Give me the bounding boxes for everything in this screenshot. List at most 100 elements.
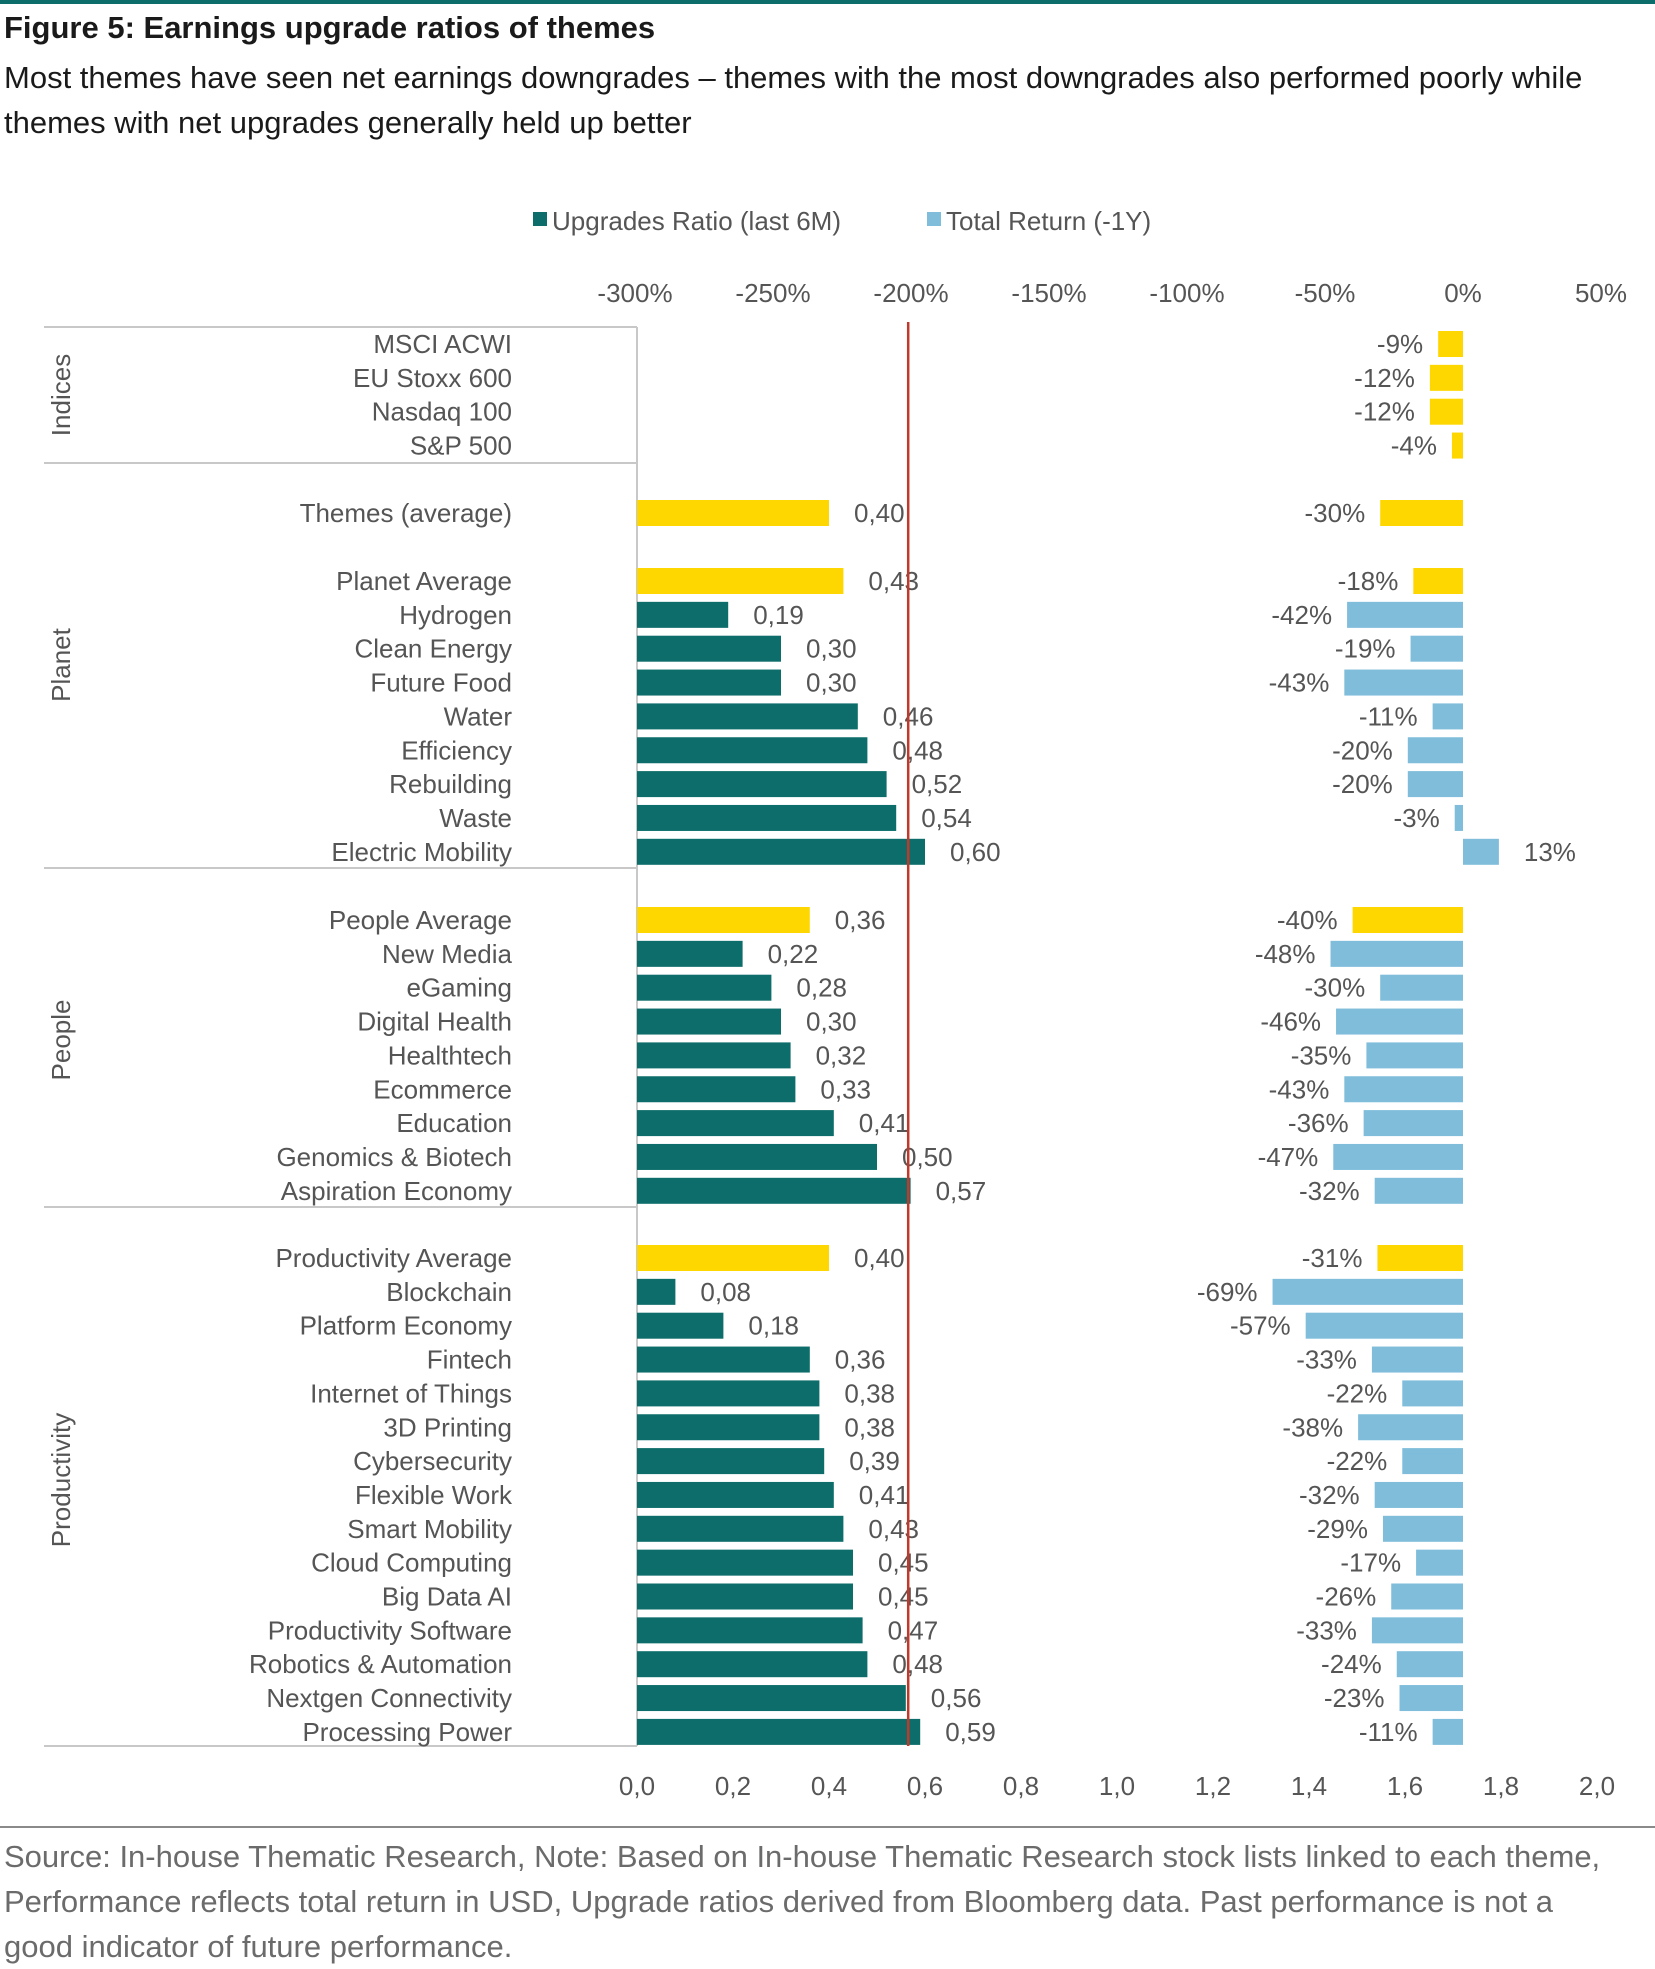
upgrades-bar-hydrogen [637, 601, 729, 628]
category-label-3d-printing: 3D Printing [383, 1412, 512, 1442]
return-bar-msci-acwi [1438, 331, 1463, 357]
upgrades-bar-egaming [637, 974, 772, 1001]
category-label-efficiency: Efficiency [401, 735, 512, 765]
upgrades-value-rebuilding: 0,52 [912, 769, 963, 799]
bottom-axis-tick-label: 1,8 [1483, 1771, 1519, 1801]
upgrades-bar-electric-mobility [637, 838, 925, 865]
upgrades-bar-themes-average [637, 500, 829, 526]
upgrades-value-healthtech: 0,32 [816, 1040, 867, 1070]
return-value-clean-energy: -19% [1335, 634, 1396, 664]
upgrades-value-flexible-work: 0,41 [859, 1480, 910, 1510]
top-axis-tick-label: -250% [735, 278, 810, 308]
group-label-people: People [46, 1000, 76, 1081]
upgrades-bar-productivity-software [637, 1617, 863, 1644]
category-label-education: Education [396, 1108, 512, 1138]
return-value-egaming: -30% [1304, 973, 1365, 1003]
legend-label-upgrades: Upgrades Ratio (last 6M) [552, 206, 841, 236]
top-axis-tick-label: -150% [1011, 278, 1086, 308]
upgrades-value-3d-printing: 0,38 [844, 1412, 895, 1442]
category-label-s-p-500: S&P 500 [410, 431, 512, 461]
return-bar-genomics-biotech [1333, 1143, 1463, 1170]
return-value-big-data-ai: -26% [1316, 1582, 1377, 1612]
return-value-smart-mobility: -29% [1307, 1514, 1368, 1544]
return-value-processing-power: -11% [1359, 1717, 1418, 1747]
upgrades-value-electric-mobility: 0,60 [950, 837, 1001, 867]
return-bar-ecommerce [1344, 1076, 1463, 1103]
return-value-rebuilding: -20% [1332, 769, 1393, 799]
return-bar-clean-energy [1410, 635, 1463, 662]
return-bar-healthtech [1366, 1042, 1463, 1069]
upgrades-value-blockchain: 0,08 [700, 1277, 751, 1307]
return-bar-digital-health [1336, 1008, 1463, 1035]
upgrades-bar-big-data-ai [637, 1583, 853, 1610]
category-label-waste: Waste [439, 803, 512, 833]
category-label-new-media: New Media [382, 939, 513, 969]
return-value-s-p-500: -4% [1391, 431, 1437, 461]
category-label-hydrogen: Hydrogen [399, 600, 512, 630]
upgrades-bar-platform-economy [637, 1312, 724, 1339]
return-value-people-average: -40% [1277, 905, 1338, 935]
category-label-egaming: eGaming [407, 973, 513, 1003]
return-bar-productivity-software [1371, 1617, 1463, 1644]
group-label-planet: Planet [46, 627, 76, 701]
upgrades-bar-aspiration-economy [637, 1177, 911, 1204]
category-label-big-data-ai: Big Data AI [382, 1582, 512, 1612]
category-label-electric-mobility: Electric Mobility [331, 837, 512, 867]
category-label-msci-acwi: MSCI ACWI [373, 329, 512, 359]
return-value-waste: -3% [1393, 803, 1439, 833]
bar-chart: Upgrades Ratio (last 6M) Total Return (-1… [44, 206, 1627, 1801]
upgrades-value-nextgen-connectivity: 0,56 [931, 1683, 982, 1713]
upgrades-bar-productivity-average [637, 1245, 829, 1271]
return-bar-smart-mobility [1382, 1515, 1463, 1542]
upgrades-value-smart-mobility: 0,43 [868, 1514, 919, 1544]
category-label-ecommerce: Ecommerce [373, 1074, 512, 1104]
upgrades-value-genomics-biotech: 0,50 [902, 1142, 953, 1172]
return-bar-fintech [1371, 1346, 1463, 1373]
category-label-processing-power: Processing Power [302, 1717, 512, 1747]
bottom-axis-tick-label: 0,0 [619, 1771, 655, 1801]
upgrades-bar-cloud-computing [637, 1549, 853, 1576]
return-value-nasdaq-100: -12% [1354, 397, 1415, 427]
category-label-cloud-computing: Cloud Computing [311, 1548, 512, 1578]
category-label-platform-economy: Platform Economy [300, 1311, 512, 1341]
figure-title: Figure 5: Earnings upgrade ratios of the… [4, 10, 656, 45]
upgrades-value-cloud-computing: 0,45 [878, 1548, 929, 1578]
return-bar-rebuilding [1407, 771, 1463, 798]
return-bar-cybersecurity [1402, 1448, 1463, 1475]
return-bar-cloud-computing [1416, 1549, 1463, 1576]
return-value-aspiration-economy: -32% [1299, 1176, 1360, 1206]
upgrades-value-education: 0,41 [859, 1108, 910, 1138]
upgrades-value-new-media: 0,22 [768, 939, 819, 969]
bottom-axis-tick-label: 1,4 [1291, 1771, 1327, 1801]
upgrades-value-platform-economy: 0,18 [748, 1311, 799, 1341]
upgrades-value-robotics-automation: 0,48 [892, 1649, 943, 1679]
upgrades-bar-ecommerce [637, 1076, 796, 1103]
upgrades-value-egaming: 0,28 [796, 973, 847, 1003]
return-bar-hydrogen [1347, 601, 1463, 628]
bottom-axis-tick-label: 0,6 [907, 1771, 943, 1801]
return-value-cloud-computing: -17% [1340, 1548, 1401, 1578]
return-value-fintech: -33% [1296, 1345, 1357, 1375]
category-label-genomics-biotech: Genomics & Biotech [276, 1142, 512, 1172]
return-bar-big-data-ai [1391, 1583, 1463, 1610]
return-value-genomics-biotech: -47% [1258, 1142, 1319, 1172]
category-label-productivity-software: Productivity Software [268, 1615, 512, 1645]
upgrades-value-themes-average: 0,40 [854, 498, 905, 528]
return-bar-future-food [1344, 669, 1463, 696]
category-label-aspiration-economy: Aspiration Economy [281, 1176, 512, 1206]
category-label-themes-average: Themes (average) [300, 498, 512, 528]
category-label-flexible-work: Flexible Work [355, 1480, 513, 1510]
category-label-eu-stoxx-600: EU Stoxx 600 [353, 363, 512, 393]
return-bar-new-media [1330, 940, 1463, 967]
top-axis-tick-label: -200% [873, 278, 948, 308]
return-value-platform-economy: -57% [1230, 1311, 1291, 1341]
return-bar-planet-average [1413, 568, 1463, 594]
bottom-axis-tick-label: 0,8 [1003, 1771, 1039, 1801]
upgrades-bar-robotics-automation [637, 1651, 868, 1678]
upgrades-bar-efficiency [637, 737, 868, 764]
upgrades-bar-planet-average [637, 568, 844, 594]
return-value-ecommerce: -43% [1269, 1074, 1330, 1104]
return-bar-platform-economy [1305, 1312, 1463, 1339]
upgrades-value-productivity-software: 0,47 [888, 1615, 939, 1645]
return-value-robotics-automation: -24% [1321, 1649, 1382, 1679]
